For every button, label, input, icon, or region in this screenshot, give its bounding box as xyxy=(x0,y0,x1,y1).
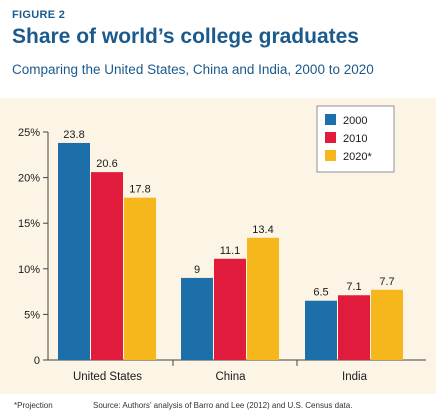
legend-swatch xyxy=(325,132,336,143)
y-tick-label: 10% xyxy=(18,264,40,276)
source-note: Source: Authors’ analysis of Barro and L… xyxy=(93,401,353,410)
y-tick-label: 25% xyxy=(18,127,40,139)
y-tick-label: 15% xyxy=(18,218,40,230)
data-label: 7.1 xyxy=(346,281,361,293)
y-tick-label: 20% xyxy=(18,173,40,185)
bar xyxy=(371,289,403,360)
y-tick-label: 0 xyxy=(34,355,40,367)
legend-label: 2010 xyxy=(343,133,367,145)
data-label: 13.4 xyxy=(252,224,273,236)
data-label: 17.8 xyxy=(129,184,150,196)
data-label: 11.1 xyxy=(220,245,241,257)
bar xyxy=(181,277,213,360)
bar xyxy=(247,237,279,360)
x-tick-label: India xyxy=(342,371,368,383)
figure-label: FIGURE 2 xyxy=(12,9,66,21)
legend-swatch xyxy=(325,114,336,125)
data-label: 7.7 xyxy=(379,276,394,288)
bar xyxy=(124,197,156,360)
y-tick-label: 5% xyxy=(24,309,40,321)
bar xyxy=(58,142,90,360)
data-label: 23.8 xyxy=(63,129,84,141)
legend-swatch xyxy=(325,150,336,161)
chart-subtitle: Comparing the United States, China and I… xyxy=(12,62,374,77)
legend-label: 2000 xyxy=(343,115,367,127)
x-tick-label: United States xyxy=(73,371,142,383)
footnote: *Projection xyxy=(14,401,53,410)
bar xyxy=(91,172,123,360)
bar xyxy=(214,258,246,360)
legend-label: 2020* xyxy=(343,151,372,163)
bar-chart: 0 5% 10% 15% 20% 25% 23.8 20.6 17.8 United States… xyxy=(18,105,426,383)
x-tick-label: China xyxy=(215,371,246,383)
chart-title: Share of world’s college graduates xyxy=(12,25,359,48)
bar xyxy=(305,300,337,360)
data-label: 9 xyxy=(194,264,200,276)
data-label: 20.6 xyxy=(96,158,117,170)
bar xyxy=(338,295,370,360)
data-label: 6.5 xyxy=(313,287,328,299)
